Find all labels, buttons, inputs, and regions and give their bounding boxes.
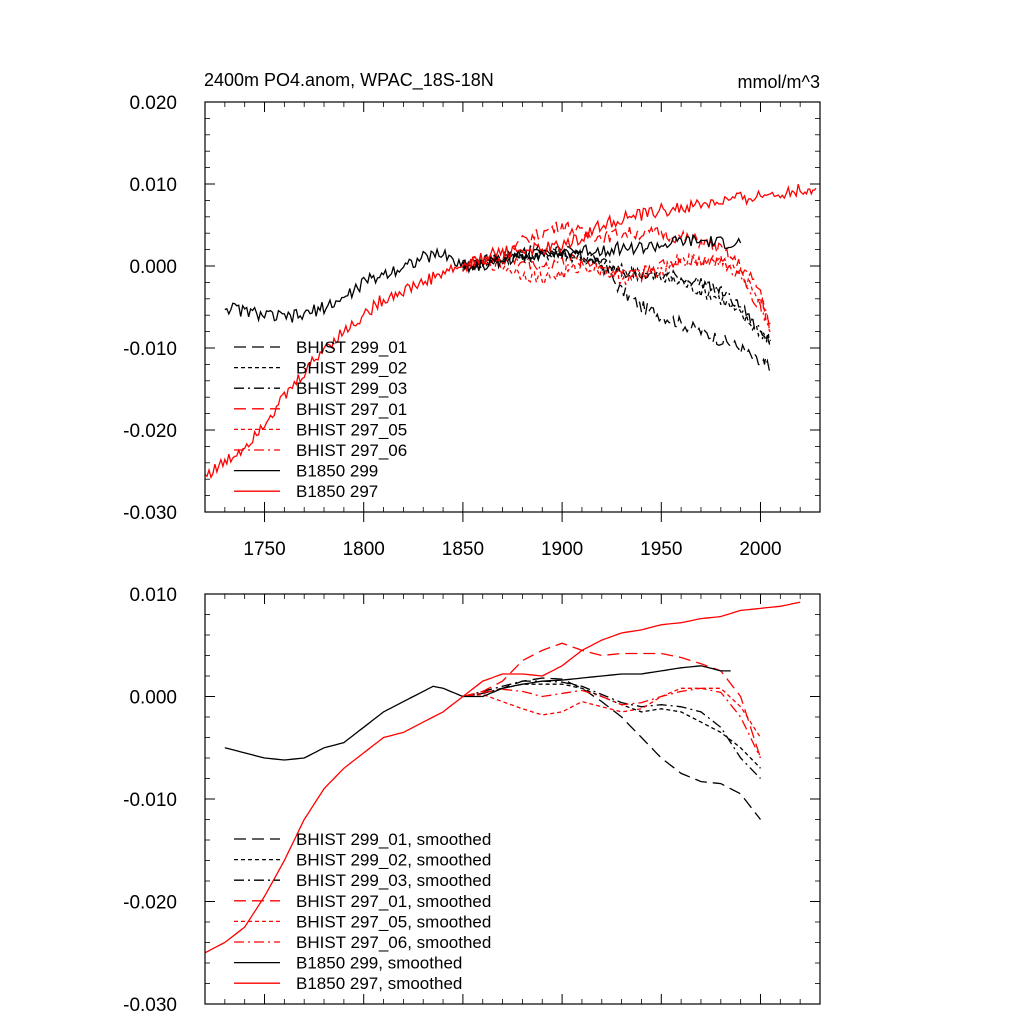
x-tick-label: 1950: [640, 539, 682, 560]
x-tick-label: 1850: [442, 539, 484, 560]
series-line-bhist-297-06: [462, 252, 771, 333]
y-tick-label: 0.020: [129, 93, 177, 114]
series-line-bhist-299-02-smoothed: [462, 683, 761, 769]
y-tick-label: -0.020: [123, 893, 177, 914]
legend-label: BHIST 299_03, smoothed: [296, 871, 491, 890]
series-line-bhist-297-06-smoothed: [462, 687, 762, 759]
legend-label: BHIST 297_06: [296, 441, 407, 460]
legend-label: BHIST 297_01, smoothed: [296, 892, 491, 911]
legend-label: BHIST 299_01, smoothed: [296, 830, 491, 849]
top-panel: 2400m PO4.anom, WPAC_18S-18N mmol/m^3 0.…: [123, 70, 821, 560]
series-line-bhist-299-03-smoothed: [462, 680, 761, 779]
series-line-bhist-297-01: [462, 221, 771, 333]
x-tick-label: 1750: [243, 539, 285, 560]
legend-label: BHIST 299_02: [296, 359, 407, 378]
legend-label: BHIST 299_03: [296, 379, 407, 398]
x-tick-label: 2000: [739, 539, 781, 560]
y-tick-label: 0.010: [129, 585, 177, 606]
series-line-bhist-299-01: [462, 243, 772, 371]
series-line-b1850-299: [224, 233, 742, 323]
bottom-y-tick-labels: 0.010 0.000 -0.010 -0.020 -0.030: [123, 585, 177, 1016]
legend-label: BHIST 297_06, smoothed: [296, 933, 491, 952]
series-line-bhist-299-02: [462, 246, 772, 345]
series-line-b1850-297: [204, 184, 817, 480]
series-line-bhist-297-05-smoothed: [462, 687, 762, 738]
bottom-series-group: [204, 601, 801, 954]
bottom-panel: 0.010 0.000 -0.010 -0.020 -0.030 BHIST 299_0…: [123, 585, 821, 1016]
y-tick-label: -0.030: [123, 995, 177, 1016]
top-plot-frame: [204, 101, 821, 513]
y-tick-label: -0.020: [123, 421, 177, 442]
x-tick-label: 1800: [343, 539, 385, 560]
x-tick-label: 1900: [541, 539, 583, 560]
series-line-bhist-299-03: [462, 246, 772, 346]
bottom-plot-frame: [204, 593, 821, 1005]
top-x-tick-labels: 1750 1800 1850 1900 1950 2000: [243, 539, 781, 560]
y-tick-label: -0.010: [123, 790, 177, 811]
legend-label: B1850 299: [296, 462, 378, 481]
series-line-b1850-299-smoothed: [224, 665, 731, 761]
series-line-bhist-299-01-smoothed: [462, 677, 762, 820]
legend-label: B1850 299, smoothed: [296, 954, 462, 973]
top-y-tick-labels: 0.020 0.010 0.000 -0.010 -0.020 -0.030: [123, 93, 177, 524]
legend-label: BHIST 297_01: [296, 400, 407, 419]
y-tick-label: 0.000: [129, 688, 177, 709]
series-line-bhist-297-01-smoothed: [462, 642, 762, 759]
bottom-legend: BHIST 299_01, smoothed BHIST 299_02, smoo…: [234, 830, 491, 993]
legend-label: B1850 297, smoothed: [296, 974, 462, 993]
top-chart-title: 2400m PO4.anom, WPAC_18S-18N: [204, 70, 494, 91]
legend-label: BHIST 299_02, smoothed: [296, 851, 491, 870]
y-tick-label: -0.030: [123, 503, 177, 524]
y-tick-label: -0.010: [123, 339, 177, 360]
top-series-group: [204, 184, 817, 480]
series-line-bhist-297-05: [462, 252, 771, 325]
y-tick-label: 0.000: [129, 257, 177, 278]
legend-label: BHIST 297_05, smoothed: [296, 912, 491, 931]
legend-label: BHIST 297_05: [296, 420, 407, 439]
series-line-b1850-297-smoothed: [204, 601, 801, 954]
top-chart-units: mmol/m^3: [738, 72, 820, 92]
legend-label: B1850 297: [296, 482, 378, 501]
legend-label: BHIST 299_01: [296, 338, 407, 357]
y-tick-label: 0.010: [129, 175, 177, 196]
